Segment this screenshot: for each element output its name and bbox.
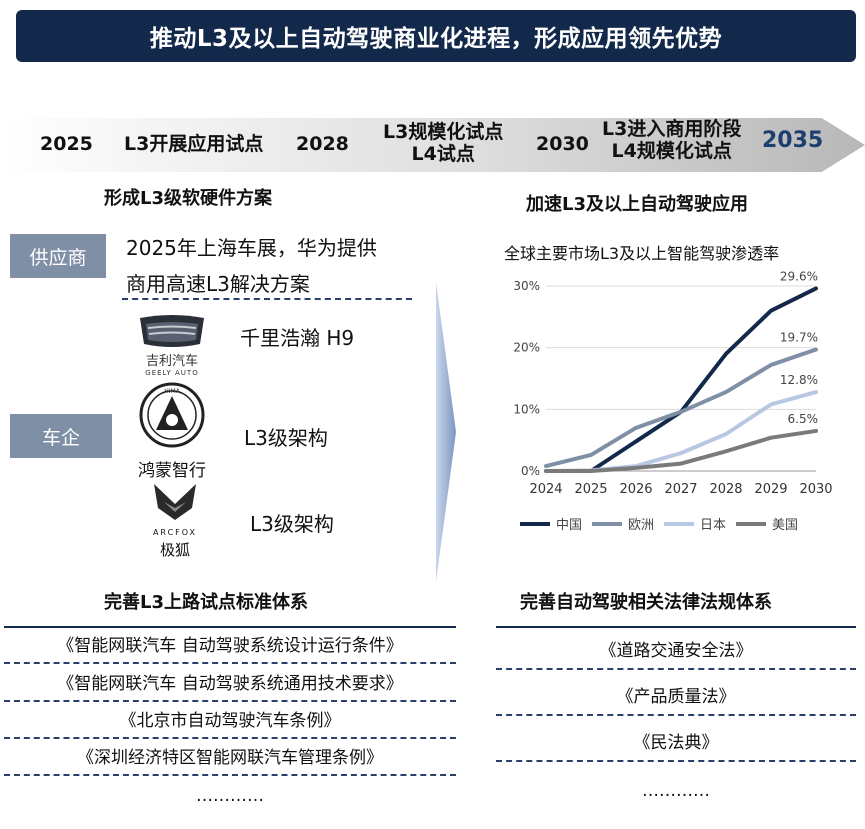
arcfox-emblem-icon bbox=[154, 484, 196, 520]
supplier-tag: 供应商 bbox=[10, 234, 106, 278]
timeline-stage-2-line1: L3规模化试点 bbox=[383, 121, 504, 143]
legend-label: 中国 bbox=[556, 518, 582, 533]
timeline-stage-3: L3进入商用阶段 L4规模化试点 bbox=[602, 118, 741, 162]
left-panel-heading: 形成L3级软硬件方案 bbox=[104, 188, 272, 209]
geely-logo-text: 吉利汽车 bbox=[145, 354, 198, 369]
legend-label: 欧洲 bbox=[628, 518, 654, 533]
list-item: 《产品质量法》 bbox=[496, 678, 856, 716]
timeline-stage-3-line2: L4规模化试点 bbox=[611, 140, 732, 162]
x-tick-label: 2030 bbox=[799, 482, 832, 497]
y-tick-label: 0% bbox=[521, 464, 540, 478]
geely-logo: 吉利汽车 GEELY AUTO bbox=[134, 314, 210, 377]
x-tick-label: 2024 bbox=[529, 482, 562, 497]
legend-label: 日本 bbox=[700, 518, 726, 533]
hima-logo-text: 鸿蒙智行 bbox=[138, 461, 206, 481]
hima-emblem-icon: HIMA bbox=[139, 382, 205, 448]
hima-desc: L3级架构 bbox=[244, 426, 328, 450]
list-item: 《民法典》 bbox=[496, 724, 856, 762]
bottom-right-heading: 完善自动驾驶相关法律法规体系 bbox=[520, 592, 772, 613]
hima-logo: HIMA 鸿蒙智行 bbox=[132, 382, 212, 481]
geely-logo-sub: GEELY AUTO bbox=[145, 369, 199, 377]
timeline-year-2028: 2028 bbox=[296, 133, 349, 155]
data-label: 29.6% bbox=[780, 269, 818, 283]
timeline-stage-1: L3开展应用试点 bbox=[124, 133, 264, 155]
list-item: 《智能网联汽车 自动驾驶系统通用技术要求》 bbox=[4, 666, 456, 702]
list-item: 《智能网联汽车 自动驾驶系统设计运行条件》 bbox=[4, 628, 456, 664]
supplier-divider bbox=[122, 298, 412, 300]
series-line-2 bbox=[544, 390, 818, 473]
list-item: ………… bbox=[196, 786, 264, 806]
geely-emblem-icon bbox=[140, 315, 204, 347]
data-label: 19.7% bbox=[780, 331, 818, 345]
hima-emblem-text: HIMA bbox=[164, 388, 180, 395]
standards-list-top-rule bbox=[4, 626, 456, 628]
x-tick-label: 2029 bbox=[754, 482, 787, 497]
laws-list: 《道路交通安全法》 《产品质量法》 《民法典》 ………… bbox=[496, 626, 856, 822]
data-label: 12.8% bbox=[780, 373, 818, 387]
list-item: 《道路交通安全法》 bbox=[496, 632, 856, 670]
y-tick-label: 30% bbox=[513, 279, 540, 293]
standards-list: 《智能网联汽车 自动驾驶系统设计运行条件》 《智能网联汽车 自动驾驶系统通用技术… bbox=[4, 626, 456, 822]
supplier-line-2: 商用高速L3解决方案 bbox=[126, 272, 310, 296]
timeline-year-2030: 2030 bbox=[536, 133, 589, 155]
arcfox-logo-text: 极狐 bbox=[159, 541, 190, 559]
geely-model: 千里浩瀚 H9 bbox=[240, 326, 355, 350]
supplier-line-1: 2025年上海车展，华为提供 bbox=[126, 236, 377, 260]
data-label: 6.5% bbox=[788, 412, 819, 426]
timeline-year-2025: 2025 bbox=[40, 133, 93, 155]
x-tick-label: 2027 bbox=[664, 482, 697, 497]
x-tick-label: 2028 bbox=[709, 482, 742, 497]
laws-list-top-rule bbox=[496, 626, 856, 628]
x-tick-label: 2026 bbox=[619, 482, 652, 497]
timeline-stage-3-line1: L3进入商用阶段 bbox=[602, 118, 742, 140]
series-line-3 bbox=[544, 428, 818, 473]
automaker-tag: 车企 bbox=[10, 414, 112, 458]
timeline-stage-2: L3规模化试点 L4试点 bbox=[383, 121, 503, 165]
arcfox-desc: L3级架构 bbox=[250, 512, 334, 536]
x-tick-label: 2025 bbox=[574, 482, 607, 497]
list-item: 《北京市自动驾驶汽车条例》 bbox=[4, 703, 456, 739]
chart-title: 全球主要市场L3及以上智能驾驶渗透率 bbox=[504, 244, 780, 263]
arcfox-logo-sub: ARCFOX bbox=[152, 528, 198, 537]
timeline-stage-2-line2: L4试点 bbox=[411, 143, 475, 165]
list-item: ………… bbox=[642, 781, 710, 801]
page-title: 推动L3及以上自动驾驶商业化进程，形成应用领先优势 bbox=[16, 10, 856, 62]
transition-arrow bbox=[436, 282, 456, 582]
timeline-year-2035: 2035 bbox=[762, 128, 824, 153]
list-item: 《深圳经济特区智能网联汽车管理条例》 bbox=[4, 740, 456, 776]
penetration-chart: 全球主要市场L3及以上智能驾驶渗透率 0% 10% 20% 30% 2024 2025 20… bbox=[480, 236, 855, 546]
legend-label: 美国 bbox=[772, 518, 798, 533]
bottom-left-heading: 完善L3上路试点标准体系 bbox=[104, 592, 308, 613]
timeline-arrow bbox=[0, 118, 865, 172]
y-tick-label: 20% bbox=[513, 341, 540, 355]
series-line-0 bbox=[544, 286, 818, 473]
series-line-1 bbox=[544, 347, 818, 469]
right-panel-heading: 加速L3及以上自动驾驶应用 bbox=[526, 194, 748, 215]
arcfox-logo: ARCFOX 极狐 bbox=[140, 482, 210, 560]
chart-plot: 0% 10% 20% 30% 2024 2025 2026 2027 2028 2029 2030 2… bbox=[513, 269, 832, 533]
y-tick-label: 10% bbox=[513, 402, 540, 416]
